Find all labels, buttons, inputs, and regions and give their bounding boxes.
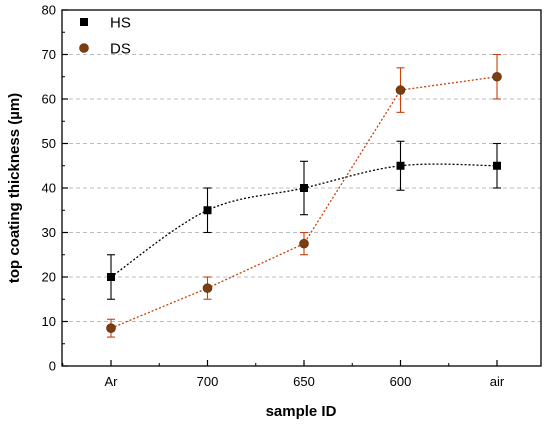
legend-label-ds: DS bbox=[110, 41, 131, 58]
ds-point-4 bbox=[492, 71, 502, 82]
x-axis-title: sample ID bbox=[266, 403, 337, 420]
hs-point-4 bbox=[493, 161, 501, 170]
legend: HS DS bbox=[79, 15, 131, 58]
hs-point-2 bbox=[300, 184, 308, 192]
ds-point-0 bbox=[106, 323, 116, 333]
x-tick-label-Ar: Ar bbox=[105, 374, 119, 389]
y-tick-label-20: 20 bbox=[42, 270, 56, 285]
y-tick-label-70: 70 bbox=[42, 47, 56, 62]
series-layer bbox=[106, 53, 502, 338]
y-tick-label-40: 40 bbox=[42, 181, 56, 196]
ds-point-3 bbox=[395, 85, 406, 95]
hs-point-3 bbox=[396, 161, 405, 170]
hs-point-0 bbox=[107, 273, 115, 281]
x-tick-label-600: 600 bbox=[390, 374, 412, 389]
y-tick-label-0: 0 bbox=[49, 359, 56, 374]
x-tick-label-700: 700 bbox=[197, 374, 219, 389]
y-tick-label-60: 60 bbox=[42, 92, 56, 107]
ds-point-2 bbox=[299, 238, 309, 249]
legend-marker-hs bbox=[80, 18, 88, 26]
y-tick-label-30: 30 bbox=[42, 225, 56, 240]
x-tick-label-650: 650 bbox=[293, 374, 315, 389]
axes: 0 10 20 30 40 50 60 70 80 Ar 700 650 600 air bbox=[42, 3, 505, 390]
y-tick-label-50: 50 bbox=[42, 136, 56, 151]
x-tick-label-air: air bbox=[490, 374, 505, 389]
ds-connect-line bbox=[110, 76, 498, 329]
y-axis-title: top coating thickness (µm) bbox=[6, 93, 23, 283]
legend-marker-ds bbox=[79, 43, 89, 53]
legend-label-hs: HS bbox=[110, 15, 131, 32]
hs-point-1 bbox=[203, 206, 212, 215]
y-tick-label-10: 10 bbox=[42, 314, 56, 329]
y-tick-label-80: 80 bbox=[42, 3, 56, 18]
ds-point-1 bbox=[202, 283, 213, 293]
